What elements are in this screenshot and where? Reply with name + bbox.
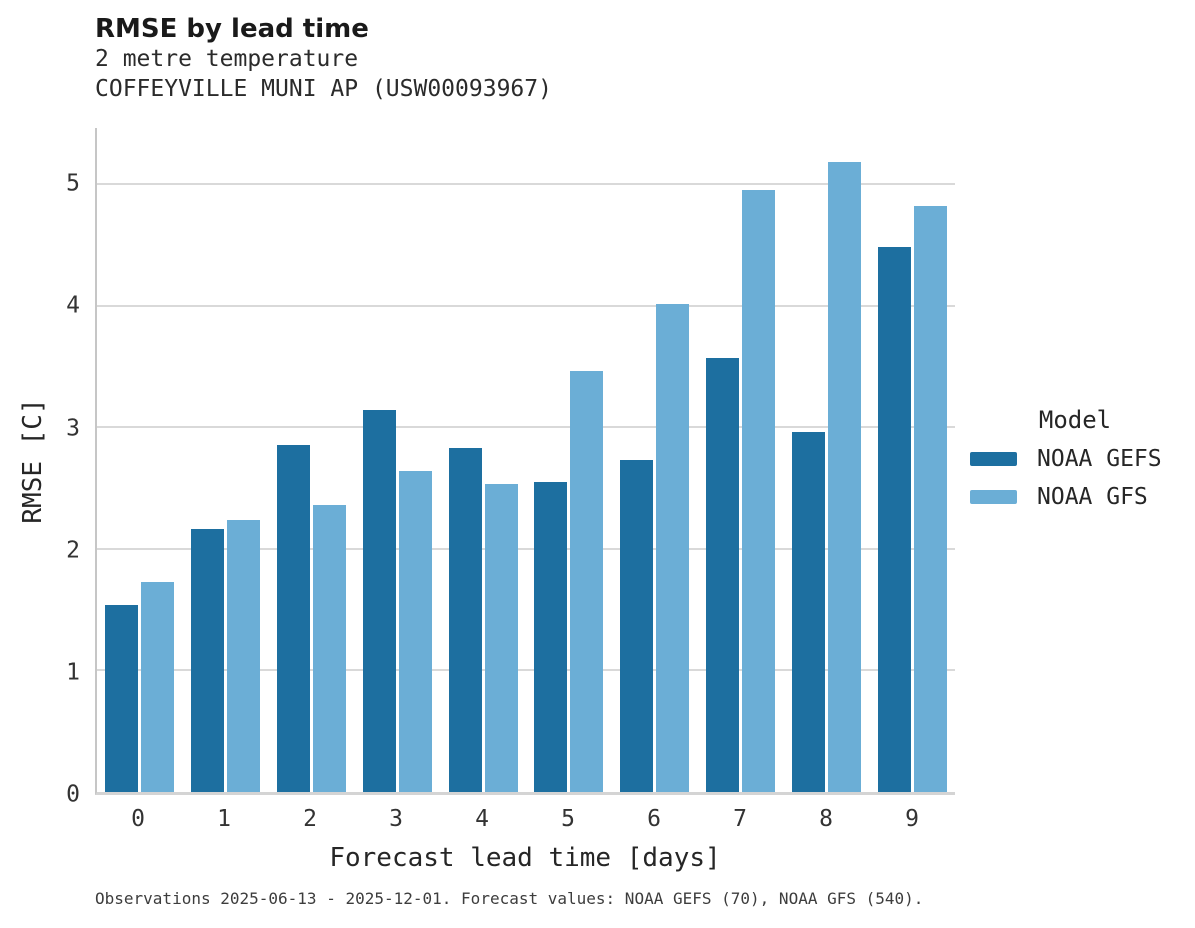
bar-group-8 <box>783 128 869 792</box>
bar-noaa-gfs-lead3 <box>398 470 432 792</box>
y-tick-3: 3 <box>66 415 80 442</box>
bar-noaa-gefs-lead6 <box>620 460 654 792</box>
gridline-y2 <box>97 547 955 550</box>
bar-noaa-gefs-lead0 <box>105 604 139 792</box>
bar-noaa-gefs-lead3 <box>362 410 396 792</box>
bar-group-2 <box>269 128 355 792</box>
bar-noaa-gefs-lead5 <box>534 481 568 792</box>
bar-noaa-gfs-lead0 <box>141 581 175 792</box>
gridline-y5 <box>97 182 955 185</box>
bar-noaa-gfs-lead8 <box>827 162 861 792</box>
chart-title: RMSE by lead time <box>95 14 369 44</box>
x-tick-0: 0 <box>131 806 145 832</box>
bar-noaa-gefs-lead1 <box>191 529 225 792</box>
bar-noaa-gfs-lead5 <box>570 371 604 792</box>
x-axis-label: Forecast lead time [days] <box>329 843 721 873</box>
bar-noaa-gefs-lead9 <box>877 247 911 792</box>
gridline-y1 <box>97 669 955 672</box>
y-tick-5: 5 <box>66 170 80 197</box>
x-tick-4: 4 <box>475 806 489 832</box>
plot-area <box>95 128 955 795</box>
legend-swatch <box>970 452 1017 466</box>
x-tick-labels: 0 1 2 3 4 5 6 7 8 9 <box>95 806 955 832</box>
y-tick-2: 2 <box>66 537 80 564</box>
bar-group-1 <box>183 128 269 792</box>
bar-groups <box>97 128 955 792</box>
x-tick-2: 2 <box>303 806 317 832</box>
bar-group-0 <box>97 128 183 792</box>
legend-entry-noaa-gefs: NOAA GEFS <box>970 446 1180 472</box>
gridline-y3 <box>97 426 955 429</box>
bar-group-9 <box>869 128 955 792</box>
caption: Observations 2025-06-13 - 2025-12-01. Fo… <box>95 889 924 908</box>
legend-swatch <box>970 490 1017 504</box>
y-tick-0: 0 <box>66 781 80 808</box>
bar-noaa-gefs-lead8 <box>791 432 825 792</box>
bar-group-6 <box>612 128 698 792</box>
x-tick-8: 8 <box>819 806 833 832</box>
x-tick-7: 7 <box>733 806 747 832</box>
chart-subtitle-station: COFFEYVILLE MUNI AP (USW00093967) <box>95 76 552 103</box>
bar-noaa-gfs-lead1 <box>227 519 261 792</box>
y-tick-4: 4 <box>66 292 80 319</box>
x-tick-1: 1 <box>217 806 231 832</box>
bar-group-3 <box>354 128 440 792</box>
legend-entries: NOAA GEFS NOAA GFS <box>970 446 1180 510</box>
bar-noaa-gefs-lead7 <box>705 357 739 792</box>
bar-noaa-gfs-lead4 <box>484 484 518 792</box>
x-tick-3: 3 <box>389 806 403 832</box>
bar-noaa-gfs-lead2 <box>312 505 346 792</box>
bar-noaa-gfs-lead9 <box>913 205 947 792</box>
x-tick-6: 6 <box>647 806 661 832</box>
bar-noaa-gefs-lead2 <box>276 445 310 792</box>
bar-noaa-gfs-lead7 <box>741 190 775 792</box>
bar-noaa-gfs-lead6 <box>656 304 690 792</box>
legend-entry-noaa-gfs: NOAA GFS <box>970 484 1180 510</box>
legend: Model NOAA GEFS NOAA GFS <box>970 406 1180 522</box>
chart-subtitle-variable: 2 metre temperature <box>95 46 359 73</box>
legend-title: Model <box>1038 406 1112 434</box>
y-tick-1: 1 <box>66 659 80 686</box>
legend-label: NOAA GFS <box>1037 484 1148 510</box>
legend-label: NOAA GEFS <box>1037 446 1162 472</box>
title-block: RMSE by lead time 2 metre temperature CO… <box>95 14 552 105</box>
x-tick-9: 9 <box>905 806 919 832</box>
bar-noaa-gefs-lead4 <box>448 447 482 792</box>
bar-group-4 <box>440 128 526 792</box>
bar-group-5 <box>526 128 612 792</box>
x-tick-5: 5 <box>561 806 575 832</box>
bar-group-7 <box>698 128 784 792</box>
gridline-y4 <box>97 304 955 307</box>
